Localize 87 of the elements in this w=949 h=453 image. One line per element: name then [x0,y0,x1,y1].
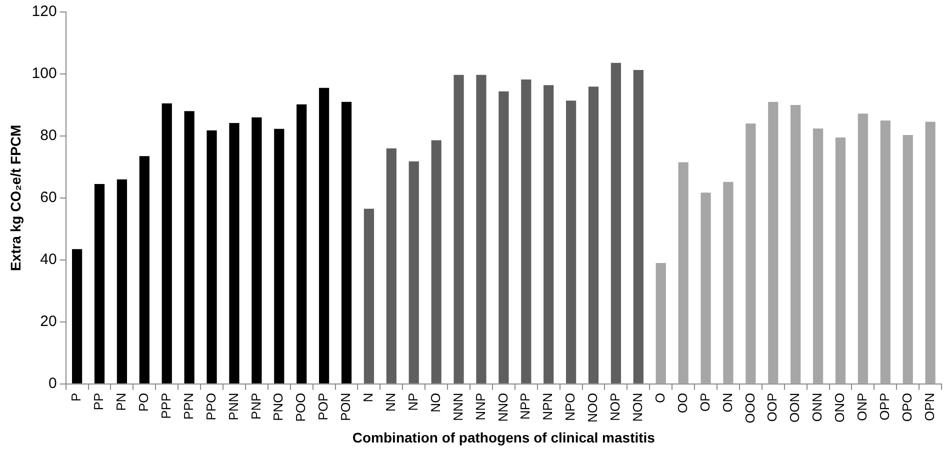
y-axis-title: Extra kg CO₂e/t FPCM [7,124,24,272]
bar [700,192,711,384]
x-tick-label: OP [697,392,712,412]
bar [498,91,509,384]
bar [94,184,105,384]
bar [678,162,688,384]
bar [544,85,554,384]
bar [116,179,128,384]
bar [386,148,396,384]
bar [139,156,150,384]
x-tick-label: OON [787,392,802,422]
bar [880,120,890,384]
x-tick-label: NON [630,392,645,422]
bar [364,208,374,384]
x-tick-label: N [360,392,376,402]
x-tick-label: PNN [226,392,241,420]
bar [229,122,240,384]
x-tick-label: OPN [922,392,937,422]
y-tick-label: 80 [40,127,57,144]
x-tick-label: POP [316,392,331,420]
x-tick-label: NO [428,392,443,412]
bar [723,182,734,384]
y-tick-label: 120 [32,3,57,20]
bar [454,74,464,384]
x-tick-label: ONO [832,392,848,422]
bar [296,104,307,384]
bar [858,114,868,384]
bar [408,161,419,384]
bar [274,128,284,384]
bar [184,111,194,384]
bar [835,138,846,384]
x-tick-label: P [68,392,84,402]
bar [813,128,824,384]
x-tick-label: OPP [876,392,892,420]
x-tick-label: PNP [248,392,264,420]
x-tick-label: ONP [854,392,870,422]
x-tick-label: PNO [270,392,286,422]
bar [319,88,330,384]
x-tick-label: PO [136,392,151,412]
y-tick-label: 0 [48,375,57,392]
x-tick-label: NN [382,392,398,412]
bar [476,74,486,384]
bar [252,117,262,384]
bar [341,102,352,384]
x-tick-label: NOO [585,392,600,422]
x-tick-label: NPN [540,392,556,420]
x-tick-label: OO [674,392,690,414]
x-tick-label: NNP [472,392,488,420]
x-tick-label: PPN [180,392,196,420]
y-tick-label: 40 [40,251,57,268]
x-tick-label: PPP [158,392,174,419]
x-tick-label: ON [720,392,735,412]
x-tick-label: PN [114,392,129,411]
x-tick-label: OPO [899,392,914,422]
x-tick-label: O [652,392,668,403]
bar [588,86,599,384]
bar [431,140,442,384]
y-tick-label: 100 [32,65,57,82]
x-tick-label: POO [293,392,308,422]
x-tick-label: PPO [203,392,218,420]
x-tick-label: NNN [450,392,466,422]
x-tick-label: NOP [608,392,623,422]
bar [790,104,801,384]
bar [206,130,217,384]
x-tick-label: OOP [764,392,780,422]
x-tick-label: PP [91,392,106,410]
x-tick-label: PON [338,392,354,422]
bar [633,70,644,384]
bar [566,100,576,384]
x-tick-label: OOO [742,392,758,424]
y-tick-label: 60 [40,189,57,206]
x-tick-label: NP [405,392,420,411]
bar [746,124,756,384]
x-tick-label: NPP [518,392,533,420]
bar [610,62,622,384]
bar [925,122,936,384]
x-tick-label: ONN [810,392,825,422]
bar [521,80,532,384]
bar [768,102,778,384]
bar [902,135,913,384]
bar [72,249,82,384]
bar [162,103,172,384]
x-tick-label: NPO [562,392,578,422]
x-tick-label: NNO [495,392,510,422]
x-axis-title: Combination of pathogens of clinical mastitis [352,429,656,446]
bar [656,263,666,384]
y-tick-label: 20 [40,313,57,330]
